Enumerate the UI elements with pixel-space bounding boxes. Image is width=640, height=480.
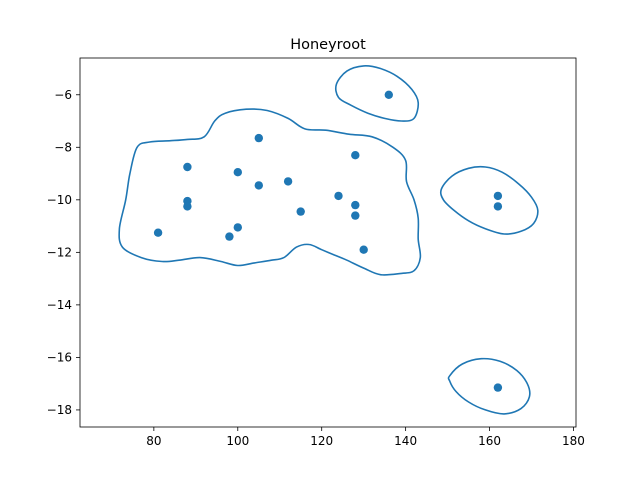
y-tick-label: −18 — [47, 403, 72, 417]
scatter-point — [351, 211, 360, 220]
scatter-point — [153, 228, 163, 237]
scatter-point — [493, 191, 503, 201]
scatter-point — [493, 383, 503, 392]
cluster-outline-2 — [334, 64, 420, 122]
y-tick-label: −14 — [47, 298, 72, 312]
x-tick-label: 80 — [146, 434, 161, 448]
y-tick-label: −10 — [47, 193, 72, 207]
y-axis: −6 −8 −10 −12 −14 −16 −18 — [47, 88, 80, 417]
outline-layer — [118, 64, 539, 415]
scatter-point — [233, 223, 242, 232]
x-tick-label: 160 — [478, 434, 501, 448]
scatter-point — [225, 232, 234, 241]
scatter-point — [254, 133, 263, 143]
y-tick-label: −16 — [47, 350, 72, 364]
x-tick-label: 100 — [226, 434, 249, 448]
scatter-point — [493, 202, 503, 211]
x-axis: 80 100 120 140 160 180 — [146, 427, 585, 448]
scatter-point — [351, 200, 360, 210]
scatter-point — [351, 151, 360, 160]
scatter-point — [384, 90, 393, 100]
scatter-point — [233, 168, 242, 177]
scatter-point — [183, 202, 192, 211]
plot-frame — [79, 57, 577, 428]
scatter-point — [296, 207, 305, 216]
chart-title: Honeyroot — [290, 37, 366, 53]
scatter-point — [283, 177, 293, 186]
y-tick-label: −12 — [47, 245, 72, 259]
cluster-outline-4 — [447, 357, 531, 415]
scatter-point — [359, 245, 368, 254]
scatter-point — [334, 191, 343, 201]
scatter-point — [254, 181, 263, 190]
y-tick-label: −8 — [54, 140, 72, 154]
scatter-point — [183, 162, 192, 172]
cluster-outline-3 — [439, 165, 539, 235]
x-tick-label: 120 — [310, 434, 333, 448]
point-layer — [153, 90, 503, 392]
x-tick-label: 140 — [394, 434, 417, 448]
x-tick-label: 180 — [562, 434, 585, 448]
cluster-outline-1 — [118, 108, 422, 276]
y-tick-label: −6 — [54, 88, 72, 102]
